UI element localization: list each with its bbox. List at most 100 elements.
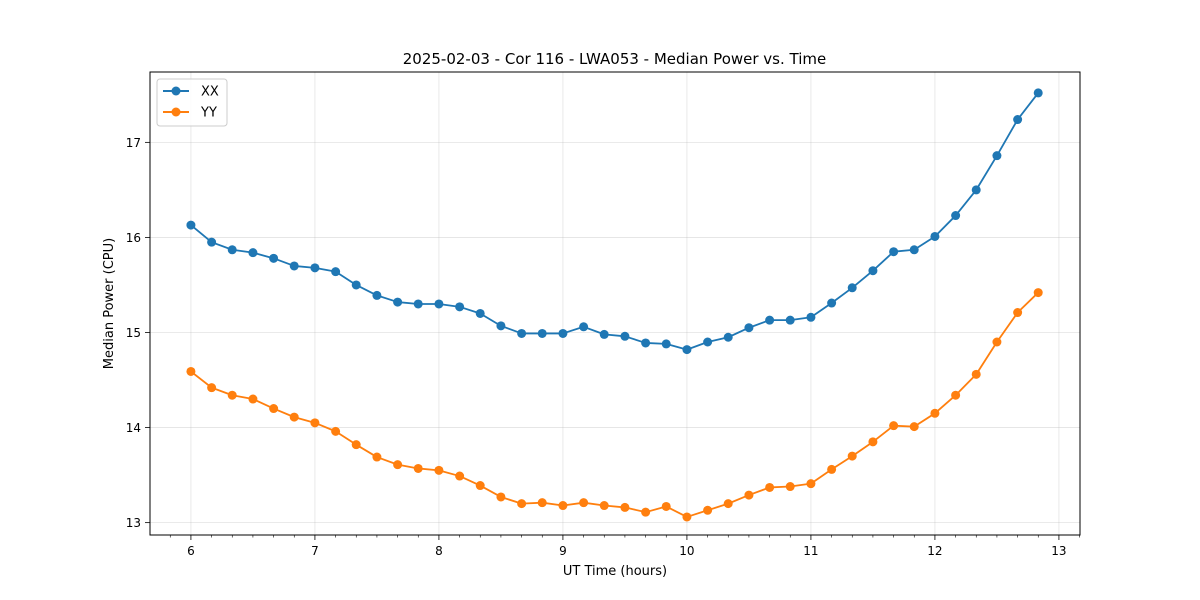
- data-point-yy: [806, 479, 816, 489]
- data-point-xx: [310, 263, 320, 273]
- data-point-yy: [227, 390, 237, 400]
- data-point-xx: [723, 332, 733, 342]
- data-point-yy: [971, 369, 981, 379]
- data-point-xx: [351, 280, 361, 290]
- chart-title: 2025-02-03 - Cor 116 - LWA053 - Median P…: [403, 50, 827, 68]
- series-layer: [186, 88, 1043, 522]
- data-point-xx: [517, 328, 527, 338]
- data-point-yy: [765, 482, 775, 492]
- data-point-xx: [930, 231, 940, 241]
- data-point-yy: [579, 498, 589, 508]
- data-point-yy: [455, 471, 465, 481]
- x-tick-label: 9: [559, 544, 567, 558]
- data-point-yy: [289, 412, 299, 422]
- x-tick-label: 6: [187, 544, 195, 558]
- series-yy: [186, 288, 1043, 522]
- data-point-xx: [641, 338, 651, 348]
- x-axis-label: UT Time (hours): [563, 564, 667, 579]
- data-point-xx: [868, 266, 878, 276]
- data-point-xx: [248, 248, 258, 258]
- data-point-xx: [971, 185, 981, 195]
- data-point-xx: [909, 245, 919, 255]
- data-point-xx: [682, 345, 692, 355]
- data-point-yy: [723, 499, 733, 509]
- data-point-yy: [1013, 308, 1023, 318]
- data-point-yy: [868, 437, 878, 447]
- data-point-xx: [992, 151, 1002, 161]
- data-point-yy: [641, 507, 651, 517]
- data-point-yy: [496, 492, 506, 502]
- data-point-xx: [207, 237, 217, 247]
- data-point-xx: [496, 321, 506, 331]
- data-point-xx: [269, 253, 279, 263]
- y-axis-label: Median Power (CPU): [102, 238, 117, 369]
- data-point-xx: [289, 261, 299, 271]
- data-point-yy: [475, 481, 485, 491]
- y-tick-label: 14: [126, 421, 141, 435]
- plot-frame: [149, 71, 1081, 536]
- data-point-yy: [558, 501, 568, 511]
- data-point-yy: [517, 499, 527, 509]
- data-point-yy: [207, 383, 217, 393]
- data-point-xx: [475, 308, 485, 318]
- data-point-yy: [827, 464, 837, 474]
- x-tick-label: 7: [311, 544, 319, 558]
- data-point-yy: [951, 390, 961, 400]
- data-point-yy: [620, 502, 630, 512]
- data-point-xx: [455, 302, 465, 312]
- data-point-yy: [269, 404, 279, 414]
- data-point-yy: [537, 498, 547, 508]
- data-point-xx: [661, 339, 671, 349]
- data-point-yy: [599, 501, 609, 511]
- data-point-xx: [331, 267, 341, 277]
- data-point-yy: [186, 366, 196, 376]
- data-point-yy: [785, 482, 795, 492]
- data-point-yy: [661, 501, 671, 511]
- x-tick-label: 13: [1051, 544, 1066, 558]
- data-point-yy: [847, 451, 857, 461]
- x-tick-label: 12: [927, 544, 942, 558]
- data-point-yy: [930, 408, 940, 418]
- data-point-xx: [393, 297, 403, 307]
- data-point-xx: [951, 211, 961, 221]
- data-point-yy: [434, 465, 444, 475]
- data-point-xx: [537, 328, 547, 338]
- y-tick-label: 16: [126, 231, 141, 245]
- data-point-xx: [558, 328, 568, 338]
- data-point-xx: [599, 329, 609, 339]
- data-point-yy: [744, 490, 754, 500]
- data-point-yy: [992, 337, 1002, 347]
- data-point-xx: [579, 322, 589, 332]
- legend-marker-yy: [171, 107, 181, 117]
- data-point-yy: [682, 512, 692, 522]
- legend-label-yy: YY: [200, 106, 217, 121]
- data-point-xx: [1013, 115, 1023, 125]
- data-point-xx: [744, 323, 754, 333]
- data-point-yy: [1033, 288, 1043, 298]
- data-point-xx: [186, 220, 196, 230]
- axis-ticks: 6 7 8 9 10 11 12 13 13 14 15 16 17: [126, 136, 1080, 558]
- data-point-xx: [413, 299, 423, 309]
- data-point-yy: [889, 421, 899, 431]
- legend: XX YY: [156, 78, 228, 127]
- y-tick-label: 15: [126, 326, 141, 340]
- data-point-xx: [847, 283, 857, 293]
- y-tick-label: 17: [126, 136, 141, 150]
- data-point-xx: [1033, 88, 1043, 98]
- y-tick-label: 13: [126, 516, 141, 530]
- data-point-yy: [310, 418, 320, 428]
- data-point-xx: [806, 312, 816, 322]
- x-tick-label: 11: [803, 544, 818, 558]
- data-point-xx: [227, 245, 237, 255]
- data-point-xx: [889, 247, 899, 257]
- data-point-xx: [372, 290, 382, 300]
- data-point-yy: [331, 426, 341, 436]
- data-point-xx: [620, 331, 630, 341]
- data-point-xx: [765, 315, 775, 325]
- data-point-yy: [248, 394, 258, 404]
- x-tick-label: 8: [435, 544, 443, 558]
- data-point-yy: [703, 505, 713, 515]
- legend-marker-xx: [171, 86, 181, 96]
- data-point-xx: [703, 337, 713, 347]
